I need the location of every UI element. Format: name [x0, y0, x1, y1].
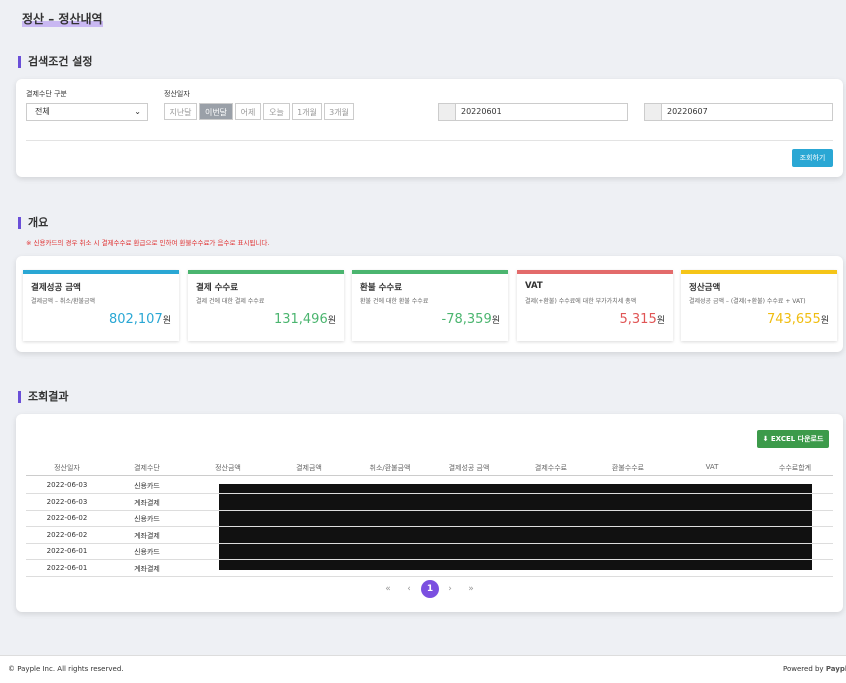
table-header: 정산일자: [54, 464, 80, 472]
period-button[interactable]: 이번달: [199, 103, 233, 120]
summary-title: 결제성공 금액: [31, 283, 81, 293]
table-cell: 2022-06-03: [46, 497, 88, 506]
table-cell: 계좌결제: [134, 498, 160, 507]
table-header-bg: [26, 459, 833, 476]
summary-item: [681, 270, 837, 341]
unit: 원: [656, 316, 665, 326]
excel-label: EXCEL 다운로드: [770, 435, 824, 443]
table-header: 결제성공 금액: [448, 464, 490, 472]
table-row: [26, 560, 833, 577]
table-row: [26, 477, 833, 494]
excel-button[interactable]: ⬇ EXCEL 다운로드: [757, 430, 829, 448]
page-button[interactable]: ‹: [407, 584, 411, 594]
table-cell: 2022-06-02: [46, 530, 88, 539]
section-heading: 개요: [18, 217, 48, 229]
summary-value: 743,655원: [767, 312, 829, 327]
brand: Payple: [825, 665, 846, 673]
period-button[interactable]: 지난달: [164, 103, 197, 120]
summary-item: [352, 270, 508, 341]
table-row: [26, 510, 833, 527]
page-button[interactable]: «: [385, 584, 391, 594]
unit: 원: [820, 316, 829, 326]
table-cell: 신용카드: [134, 482, 160, 490]
value: 131,496: [273, 312, 328, 327]
copyright: © Payple Inc. All rights reserved.: [8, 665, 124, 673]
table-row: [26, 494, 833, 511]
table-header: 수수료합계: [778, 464, 812, 472]
summary-title: 환불 수수료: [360, 283, 403, 293]
date-input[interactable]: 20220601: [438, 103, 628, 121]
table-cell: 2022-06-01: [46, 563, 88, 572]
date-value: 20220607: [667, 107, 708, 116]
summary-value: 131,496원: [274, 312, 336, 327]
summary-title: 결제 수수료: [196, 283, 239, 293]
unit: 원: [162, 316, 171, 326]
table-cell: 2022-06-02: [46, 514, 88, 522]
powered-by: Powered by Payple: [783, 665, 846, 673]
value: 802,107: [108, 312, 163, 327]
period-button[interactable]: 오늘: [263, 103, 290, 120]
submit-button[interactable]: 조회하기: [792, 149, 833, 167]
divider: [26, 140, 833, 141]
table-cell: 계좌결제: [134, 564, 160, 573]
summary-desc: 결제금액 – 취소/환불금액: [31, 298, 96, 305]
table-header: 결제금액: [296, 464, 322, 472]
select[interactable]: 전체 ⌄: [26, 103, 148, 121]
summary-item: [517, 270, 673, 341]
date-value: 20220601: [461, 107, 502, 116]
period-button[interactable]: 어제: [235, 103, 261, 120]
table-cell: 2022-06-03: [46, 481, 88, 489]
period-button[interactable]: 3개월: [324, 103, 354, 120]
search-card: [16, 79, 843, 177]
table-row: [26, 543, 833, 560]
page-button[interactable]: 1: [421, 580, 439, 598]
summary-value: 802,107원: [109, 312, 171, 327]
table-cell: 2022-06-01: [46, 547, 88, 555]
page-title: 정산 – 정산내역: [22, 10, 103, 27]
table-header: 취소/환불금액: [369, 464, 411, 472]
summary-item: [188, 270, 344, 341]
period-button[interactable]: 1개월: [292, 103, 322, 120]
footer: [0, 655, 846, 683]
table-header: 결제수수료: [534, 464, 568, 472]
table-cell: 신용카드: [134, 515, 160, 523]
value: 5,315: [619, 312, 657, 327]
date-input[interactable]: 20220607: [644, 103, 833, 121]
summary-item: [23, 270, 179, 341]
table-cell: 신용카드: [134, 548, 160, 556]
summary-desc: 결제 건에 대한 결제 수수료: [196, 298, 265, 305]
page-button[interactable]: »: [468, 584, 474, 594]
table-row: [26, 527, 833, 544]
select-value: 전체: [35, 107, 50, 116]
note: ※ 신용카드의 경우 취소 시 결제수수료 환급으로 인하여 환불수수료가 음수…: [26, 239, 270, 247]
page-button[interactable]: ›: [448, 584, 452, 594]
redaction: [219, 484, 812, 570]
summary-title: 정산금액: [689, 283, 721, 293]
unit: 원: [327, 316, 336, 326]
table-header: 결제수단: [134, 464, 160, 472]
value: 743,655: [766, 312, 821, 327]
unit: 원: [491, 316, 500, 326]
summary-desc: 환불 건에 대한 환불 수수료: [360, 298, 429, 305]
table-cell: 계좌결제: [134, 531, 160, 540]
table-header: VAT: [705, 463, 719, 471]
value: -78,359: [441, 312, 492, 327]
label: 결제수단 구분: [26, 90, 67, 98]
summary-desc: 결제성공 금액 – (결제(+환불) 수수료 + VAT): [689, 298, 806, 305]
table-header: 환불수수료: [611, 464, 645, 472]
summary-value: 5,315원: [620, 312, 666, 327]
label: 정산일자: [164, 90, 190, 98]
powered-label: Powered by: [783, 665, 824, 673]
table-header: 정산금액: [215, 464, 241, 472]
summary-title: VAT: [525, 281, 543, 291]
summary-desc: 결제(+환불) 수수료에 대한 부가가치세 총액: [525, 298, 637, 305]
section-heading: 조회결과: [18, 391, 68, 403]
section-heading: 검색조건 설정: [18, 56, 93, 68]
summary-value: -78,359원: [442, 312, 500, 327]
